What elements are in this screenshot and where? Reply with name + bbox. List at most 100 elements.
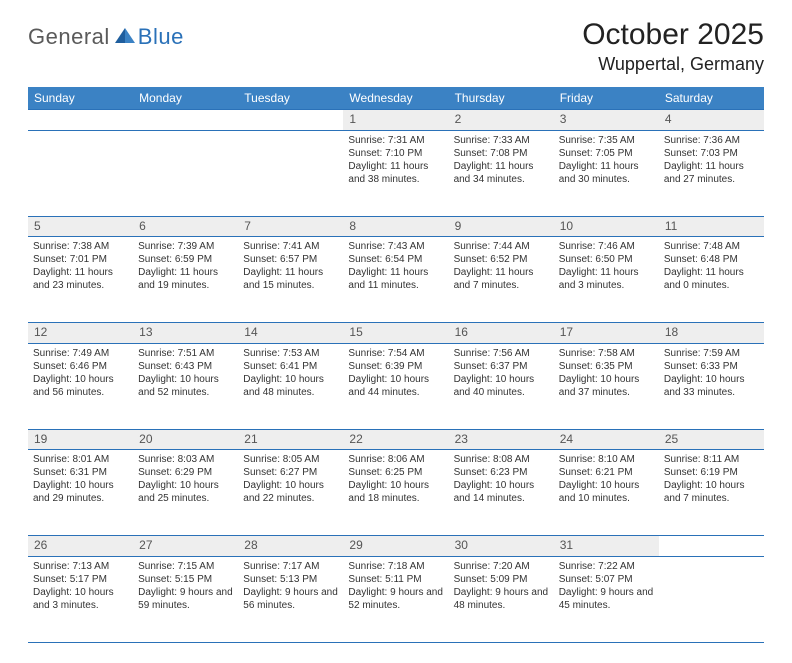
daylight-label: Daylight: 10 hours and 40 minutes. (454, 373, 549, 399)
sunrise-label: Sunrise: 7:41 AM (243, 240, 338, 253)
sunset-label: Sunset: 6:31 PM (33, 466, 128, 479)
sunset-label: Sunset: 6:46 PM (33, 360, 128, 373)
day-number: 5 (28, 216, 133, 237)
sunrise-label: Sunrise: 8:05 AM (243, 453, 338, 466)
sunrise-label: Sunrise: 7:44 AM (454, 240, 549, 253)
sunset-label: Sunset: 6:29 PM (138, 466, 233, 479)
weekday-header: Saturday (659, 87, 764, 110)
sunset-label: Sunset: 7:05 PM (559, 147, 654, 160)
daylight-label: Daylight: 10 hours and 22 minutes. (243, 479, 338, 505)
sunset-label: Sunset: 6:21 PM (559, 466, 654, 479)
sunrise-label: Sunrise: 7:36 AM (664, 134, 759, 147)
daylight-label: Daylight: 10 hours and 14 minutes. (454, 479, 549, 505)
day-number: 20 (133, 429, 238, 450)
day-cell: Sunrise: 7:33 AMSunset: 7:08 PMDaylight:… (449, 130, 554, 216)
sunrise-label: Sunrise: 8:10 AM (559, 453, 654, 466)
sunrise-label: Sunrise: 7:22 AM (559, 560, 654, 573)
daylight-label: Daylight: 10 hours and 44 minutes. (348, 373, 443, 399)
sunrise-label: Sunrise: 7:17 AM (243, 560, 338, 573)
day-cell: Sunrise: 7:38 AMSunset: 7:01 PMDaylight:… (28, 237, 133, 323)
sunrise-label: Sunrise: 7:39 AM (138, 240, 233, 253)
sunrise-label: Sunrise: 8:08 AM (454, 453, 549, 466)
day-cell: Sunrise: 8:01 AMSunset: 6:31 PMDaylight:… (28, 450, 133, 536)
daylight-label: Daylight: 10 hours and 29 minutes. (33, 479, 128, 505)
day-number: 19 (28, 429, 133, 450)
day-number: 15 (343, 323, 448, 344)
daynum-row: 262728293031 (28, 536, 764, 557)
daylight-label: Daylight: 10 hours and 37 minutes. (559, 373, 654, 399)
day-number: 14 (238, 323, 343, 344)
day-cell: Sunrise: 7:48 AMSunset: 6:48 PMDaylight:… (659, 237, 764, 323)
sunrise-label: Sunrise: 7:51 AM (138, 347, 233, 360)
sunset-label: Sunset: 5:11 PM (348, 573, 443, 586)
day-cell: Sunrise: 7:51 AMSunset: 6:43 PMDaylight:… (133, 343, 238, 429)
sunrise-label: Sunrise: 7:46 AM (559, 240, 654, 253)
day-cell: Sunrise: 7:41 AMSunset: 6:57 PMDaylight:… (238, 237, 343, 323)
weekday-header: Thursday (449, 87, 554, 110)
daynum-row: 567891011 (28, 216, 764, 237)
week-row: Sunrise: 7:38 AMSunset: 7:01 PMDaylight:… (28, 237, 764, 323)
sunrise-label: Sunrise: 7:53 AM (243, 347, 338, 360)
day-number: 7 (238, 216, 343, 237)
daylight-label: Daylight: 10 hours and 7 minutes. (664, 479, 759, 505)
sunset-label: Sunset: 5:17 PM (33, 573, 128, 586)
day-cell: Sunrise: 7:39 AMSunset: 6:59 PMDaylight:… (133, 237, 238, 323)
day-number: 8 (343, 216, 448, 237)
day-number: 17 (554, 323, 659, 344)
daynum-row: 19202122232425 (28, 429, 764, 450)
weekday-header-row: SundayMondayTuesdayWednesdayThursdayFrid… (28, 87, 764, 110)
location-label: Wuppertal, Germany (582, 54, 764, 75)
daylight-label: Daylight: 10 hours and 18 minutes. (348, 479, 443, 505)
sunrise-label: Sunrise: 7:20 AM (454, 560, 549, 573)
sunset-label: Sunset: 6:23 PM (454, 466, 549, 479)
day-number: 28 (238, 536, 343, 557)
day-cell: Sunrise: 7:53 AMSunset: 6:41 PMDaylight:… (238, 343, 343, 429)
daynum-row: 12131415161718 (28, 323, 764, 344)
day-cell: Sunrise: 7:49 AMSunset: 6:46 PMDaylight:… (28, 343, 133, 429)
day-cell: Sunrise: 8:08 AMSunset: 6:23 PMDaylight:… (449, 450, 554, 536)
day-number: 22 (343, 429, 448, 450)
daylight-label: Daylight: 10 hours and 25 minutes. (138, 479, 233, 505)
sunset-label: Sunset: 6:33 PM (664, 360, 759, 373)
weekday-header: Monday (133, 87, 238, 110)
day-cell: Sunrise: 8:06 AMSunset: 6:25 PMDaylight:… (343, 450, 448, 536)
sunset-label: Sunset: 6:54 PM (348, 253, 443, 266)
sunrise-label: Sunrise: 7:54 AM (348, 347, 443, 360)
header: General Blue October 2025 Wuppertal, Ger… (28, 18, 764, 75)
day-number: 11 (659, 216, 764, 237)
daylight-label: Daylight: 9 hours and 52 minutes. (348, 586, 443, 612)
day-number: 3 (554, 110, 659, 131)
sunset-label: Sunset: 6:59 PM (138, 253, 233, 266)
day-number: 23 (449, 429, 554, 450)
day-number: 10 (554, 216, 659, 237)
day-cell: Sunrise: 7:22 AMSunset: 5:07 PMDaylight:… (554, 556, 659, 642)
daylight-label: Daylight: 11 hours and 0 minutes. (664, 266, 759, 292)
calendar-table: SundayMondayTuesdayWednesdayThursdayFrid… (28, 87, 764, 643)
day-cell (28, 130, 133, 216)
day-cell (133, 130, 238, 216)
day-cell: Sunrise: 7:35 AMSunset: 7:05 PMDaylight:… (554, 130, 659, 216)
day-cell: Sunrise: 7:56 AMSunset: 6:37 PMDaylight:… (449, 343, 554, 429)
day-number: 9 (449, 216, 554, 237)
day-number: 6 (133, 216, 238, 237)
sunset-label: Sunset: 7:03 PM (664, 147, 759, 160)
day-cell: Sunrise: 7:18 AMSunset: 5:11 PMDaylight:… (343, 556, 448, 642)
day-number: 27 (133, 536, 238, 557)
daylight-label: Daylight: 9 hours and 45 minutes. (559, 586, 654, 612)
daylight-label: Daylight: 11 hours and 23 minutes. (33, 266, 128, 292)
sunset-label: Sunset: 6:35 PM (559, 360, 654, 373)
sunset-label: Sunset: 5:13 PM (243, 573, 338, 586)
day-cell: Sunrise: 7:15 AMSunset: 5:15 PMDaylight:… (133, 556, 238, 642)
day-cell: Sunrise: 7:54 AMSunset: 6:39 PMDaylight:… (343, 343, 448, 429)
week-row: Sunrise: 7:49 AMSunset: 6:46 PMDaylight:… (28, 343, 764, 429)
sunset-label: Sunset: 7:10 PM (348, 147, 443, 160)
day-number: 18 (659, 323, 764, 344)
sunset-label: Sunset: 7:01 PM (33, 253, 128, 266)
day-cell: Sunrise: 8:10 AMSunset: 6:21 PMDaylight:… (554, 450, 659, 536)
sunrise-label: Sunrise: 7:43 AM (348, 240, 443, 253)
title-block: October 2025 Wuppertal, Germany (582, 18, 764, 75)
daylight-label: Daylight: 9 hours and 48 minutes. (454, 586, 549, 612)
sunrise-label: Sunrise: 7:35 AM (559, 134, 654, 147)
day-cell (659, 556, 764, 642)
daylight-label: Daylight: 10 hours and 33 minutes. (664, 373, 759, 399)
